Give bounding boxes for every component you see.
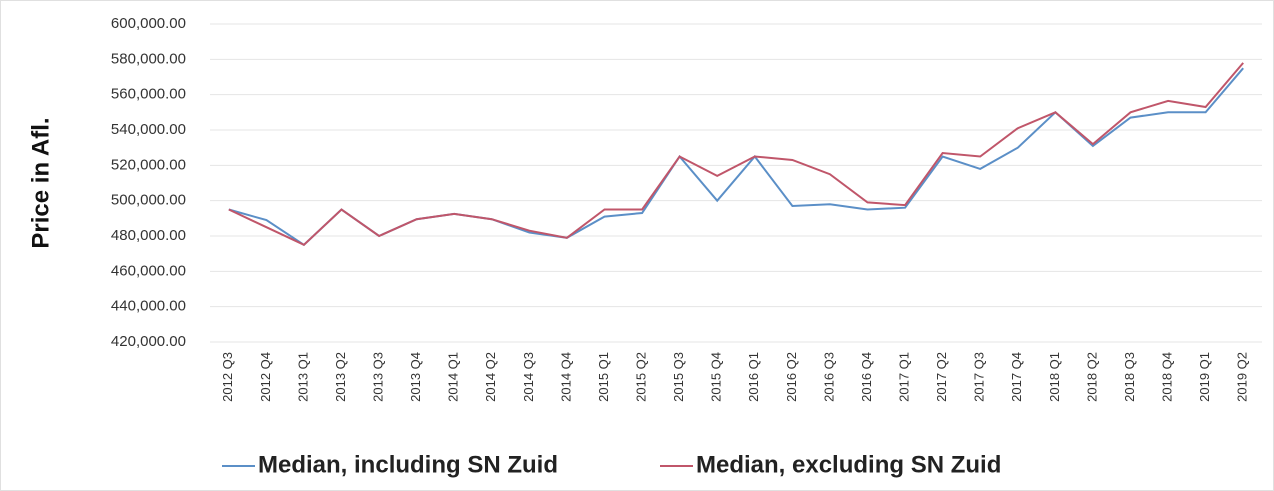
x-tick-label: 2016 Q1 — [746, 352, 761, 402]
x-tick-label: 2017 Q4 — [1009, 352, 1024, 402]
legend-label: Median, including SN Zuid — [258, 451, 558, 478]
x-tick-label: 2018 Q2 — [1084, 352, 1099, 402]
y-tick-label: 540,000.00 — [111, 121, 186, 138]
x-tick-label: 2017 Q1 — [897, 352, 912, 402]
x-tick-label: 2014 Q2 — [483, 352, 498, 402]
y-tick-label: 480,000.00 — [111, 227, 186, 244]
x-tick-label: 2015 Q1 — [596, 352, 611, 402]
x-tick-label: 2012 Q4 — [258, 352, 273, 402]
x-tick-label: 2016 Q4 — [859, 352, 874, 402]
x-tick-label: 2018 Q4 — [1160, 352, 1175, 402]
x-tick-label: 2018 Q3 — [1122, 352, 1137, 402]
y-tick-label: 600,000.00 — [111, 15, 186, 32]
x-tick-label: 2017 Q2 — [934, 352, 949, 402]
y-tick-label: 460,000.00 — [111, 262, 186, 279]
y-tick-label: 580,000.00 — [111, 50, 186, 67]
y-tick-label: 520,000.00 — [111, 156, 186, 173]
y-tick-label: 420,000.00 — [111, 333, 186, 350]
x-tick-label: 2014 Q1 — [446, 352, 461, 402]
x-tick-label: 2015 Q4 — [709, 352, 724, 402]
x-tick-label: 2013 Q2 — [333, 352, 348, 402]
x-tick-label: 2016 Q3 — [821, 352, 836, 402]
x-tick-label: 2013 Q3 — [371, 352, 386, 402]
legend-label: Median, excluding SN Zuid — [696, 451, 1001, 478]
x-tick-label: 2012 Q3 — [220, 352, 235, 402]
y-tick-label: 440,000.00 — [111, 298, 186, 315]
x-tick-label: 2014 Q3 — [521, 352, 536, 402]
x-tick-label: 2019 Q1 — [1197, 352, 1212, 402]
series-line — [228, 62, 1244, 246]
x-tick-label: 2015 Q3 — [671, 352, 686, 402]
y-tick-label: 500,000.00 — [111, 192, 186, 209]
x-tick-label: 2017 Q3 — [972, 352, 987, 402]
x-tick-label: 2014 Q4 — [558, 352, 573, 402]
x-tick-label: 2016 Q2 — [784, 352, 799, 402]
x-tick-label: 2013 Q1 — [295, 352, 310, 402]
x-tick-label: 2015 Q2 — [634, 352, 649, 402]
x-tick-label: 2018 Q1 — [1047, 352, 1062, 402]
y-axis-title: Price in Afl. — [27, 117, 54, 248]
x-tick-label: 2019 Q2 — [1235, 352, 1250, 402]
x-tick-label: 2013 Q4 — [408, 352, 423, 402]
y-tick-label: 560,000.00 — [111, 86, 186, 103]
